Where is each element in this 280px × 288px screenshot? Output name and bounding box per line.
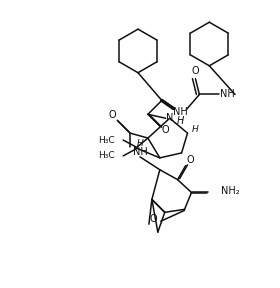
Text: H: H bbox=[192, 125, 199, 134]
Text: NH: NH bbox=[173, 107, 188, 117]
Text: H₃C: H₃C bbox=[98, 151, 114, 160]
Text: NH₂: NH₂ bbox=[221, 185, 240, 196]
Text: H₃C: H₃C bbox=[98, 136, 114, 145]
Text: O: O bbox=[162, 125, 170, 135]
Text: O: O bbox=[192, 66, 199, 76]
Text: N: N bbox=[166, 113, 173, 123]
Text: O: O bbox=[108, 110, 116, 120]
Text: NH: NH bbox=[133, 147, 147, 157]
Text: H: H bbox=[177, 116, 184, 126]
Text: O: O bbox=[187, 155, 194, 165]
Text: O: O bbox=[149, 214, 157, 224]
Text: H: H bbox=[137, 139, 143, 149]
Text: NH: NH bbox=[220, 88, 235, 98]
